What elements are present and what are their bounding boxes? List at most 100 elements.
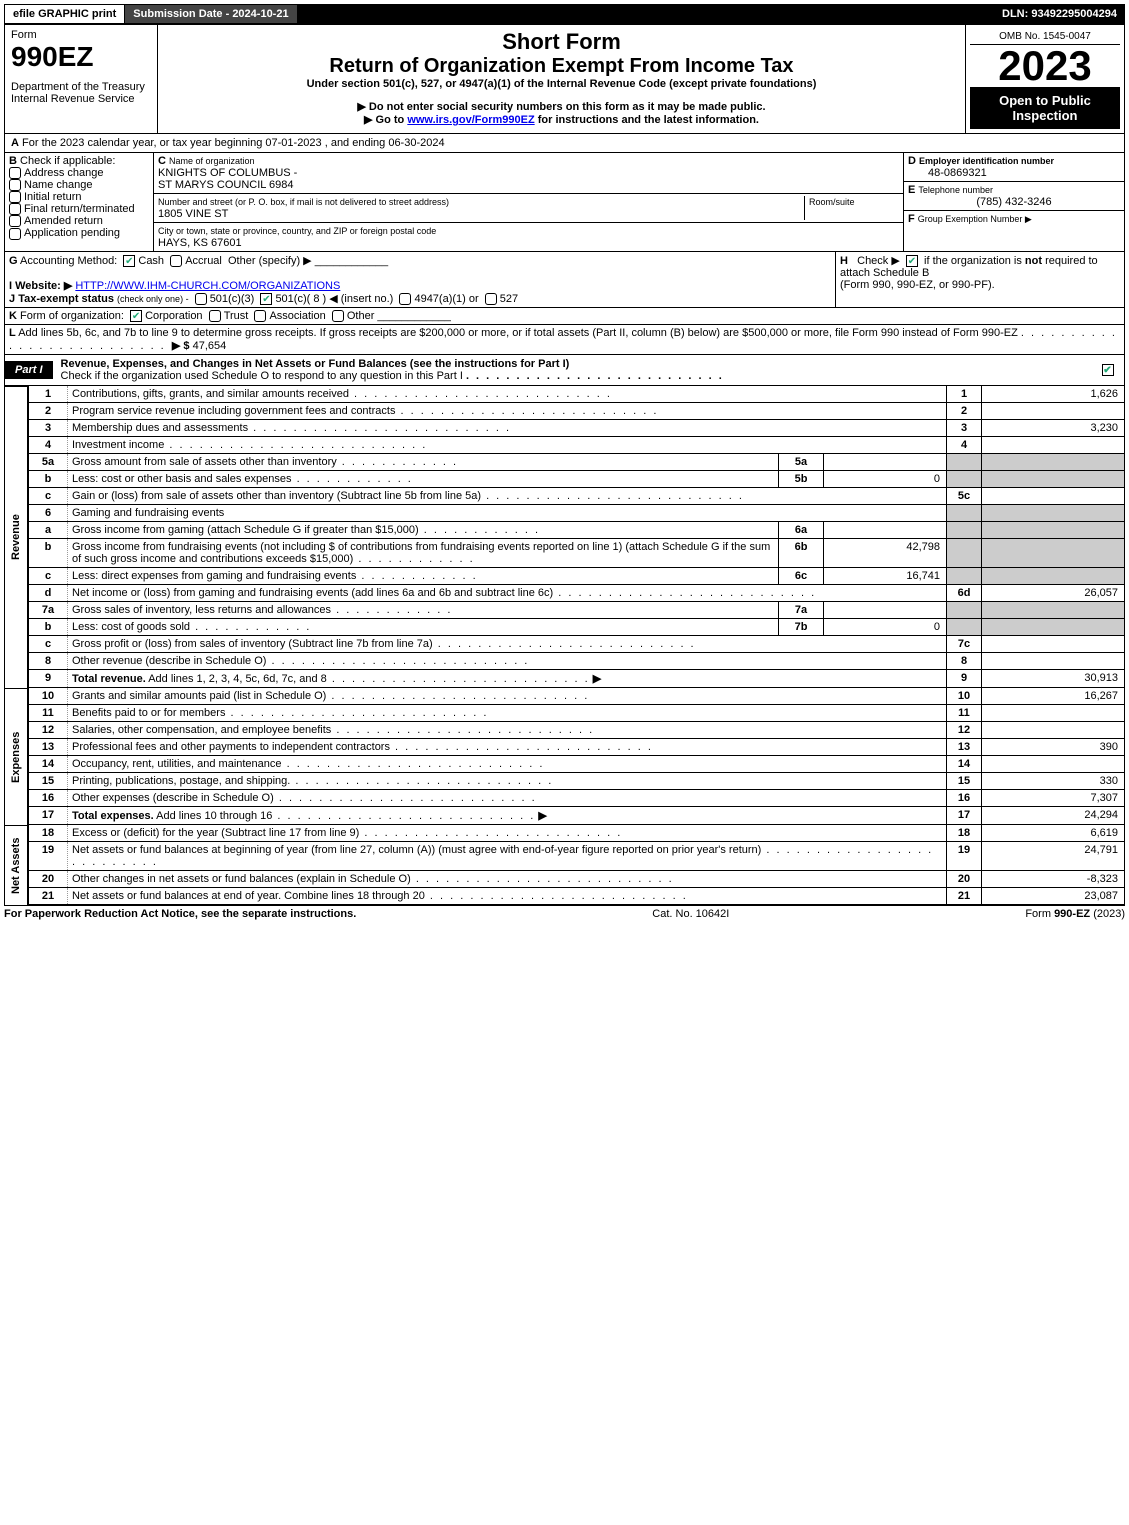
e-label: E xyxy=(908,184,915,196)
e-title: Telephone number xyxy=(918,185,993,195)
part1-title-text: Revenue, Expenses, and Changes in Net As… xyxy=(61,358,570,370)
result-value: 30,913 xyxy=(981,670,1124,687)
checkbox-name-change[interactable] xyxy=(9,179,21,191)
k-opt-1: Trust xyxy=(224,310,249,322)
line-description: Net assets or fund balances at end of ye… xyxy=(68,888,946,904)
checkbox-cash[interactable] xyxy=(123,255,135,267)
checkbox-initial-return[interactable] xyxy=(9,191,21,203)
line-description: Investment income xyxy=(68,437,946,453)
line-number: 14 xyxy=(29,756,68,772)
checkbox-501c[interactable] xyxy=(260,293,272,305)
j-opt-0: 501(c)(3) xyxy=(210,293,255,305)
irs-link[interactable]: www.irs.gov/Form990EZ xyxy=(407,114,534,126)
dots xyxy=(390,741,653,753)
checkbox-amended[interactable] xyxy=(9,215,21,227)
short-form-title: Short Form xyxy=(166,29,957,55)
j-opt-3: 527 xyxy=(500,293,518,305)
result-value xyxy=(981,705,1124,721)
checkbox-final-return[interactable] xyxy=(9,203,21,215)
dots xyxy=(272,810,535,822)
line-description: Program service revenue including govern… xyxy=(68,403,946,419)
top-bar: efile GRAPHIC print Submission Date - 20… xyxy=(4,4,1125,24)
line-number: 7a xyxy=(29,602,68,618)
sub-line-label: 6b xyxy=(778,539,823,567)
dots xyxy=(337,456,458,468)
dots xyxy=(411,873,674,885)
checkbox-trust[interactable] xyxy=(209,310,221,322)
line-row: cGross profit or (loss) from sales of in… xyxy=(28,636,1125,653)
open-public: Open to Public Inspection xyxy=(970,87,1120,129)
checkbox-accrual[interactable] xyxy=(170,255,182,267)
checkbox-other-org[interactable] xyxy=(332,310,344,322)
b-item-3: Final return/terminated xyxy=(24,203,135,215)
submission-date: Submission Date - 2024-10-21 xyxy=(125,5,296,23)
line-row: 7aGross sales of inventory, less returns… xyxy=(28,602,1125,619)
result-value: 23,087 xyxy=(981,888,1124,904)
dots xyxy=(433,638,696,650)
line-description: Gain or (loss) from sale of assets other… xyxy=(68,488,946,504)
result-box: 16 xyxy=(946,790,981,806)
org-name-2: ST MARYS COUNCIL 6984 xyxy=(158,179,294,191)
checkbox-corp[interactable] xyxy=(130,310,142,322)
checkbox-527[interactable] xyxy=(485,293,497,305)
line-number: 2 xyxy=(29,403,68,419)
result-box: 15 xyxy=(946,773,981,789)
line-row: 2Program service revenue including gover… xyxy=(28,403,1125,420)
l-text: Add lines 5b, 6c, and 7b to line 9 to de… xyxy=(18,327,1018,339)
goto-link[interactable]: ▶ Go to www.irs.gov/Form990EZ for instru… xyxy=(166,113,957,126)
result-value-shaded xyxy=(981,619,1124,635)
dots xyxy=(266,655,529,667)
checkbox-schedule-o[interactable] xyxy=(1102,364,1114,376)
d-label: D xyxy=(908,155,916,167)
result-box-shaded xyxy=(946,505,981,521)
line-row: bGross income from fundraising events (n… xyxy=(28,539,1125,568)
line-row: 12Salaries, other compensation, and empl… xyxy=(28,722,1125,739)
checkbox-address-change[interactable] xyxy=(9,167,21,179)
line-description: Gross income from gaming (attach Schedul… xyxy=(68,522,778,538)
dots xyxy=(327,673,590,685)
line-row: 18Excess or (deficit) for the year (Subt… xyxy=(28,825,1125,842)
website-link[interactable]: HTTP://WWW.IHM-CHURCH.COM/ORGANIZATIONS xyxy=(75,280,340,292)
footer-mid: Cat. No. 10642I xyxy=(652,908,729,920)
efile-label[interactable]: efile GRAPHIC print xyxy=(4,4,125,24)
netassets-label: Net Assets xyxy=(4,825,28,905)
expenses-section: Expenses 10Grants and similar amounts pa… xyxy=(4,688,1125,825)
g-title: Accounting Method: xyxy=(20,255,117,267)
result-value: 390 xyxy=(981,739,1124,755)
result-box: 2 xyxy=(946,403,981,419)
dots xyxy=(331,604,452,616)
f-title: Group Exemption Number ▶ xyxy=(918,214,1032,224)
form-number: 990EZ xyxy=(11,41,151,73)
checkbox-4947[interactable] xyxy=(399,293,411,305)
result-box: 20 xyxy=(946,871,981,887)
result-box: 14 xyxy=(946,756,981,772)
j-opt-2: 4947(a)(1) or xyxy=(414,293,478,305)
result-value-shaded xyxy=(981,522,1124,538)
g-accrual: Accrual xyxy=(185,255,222,267)
dots xyxy=(290,775,553,787)
line-number: 1 xyxy=(29,386,68,402)
line-description: Printing, publications, postage, and shi… xyxy=(68,773,946,789)
line-description: Grants and similar amounts paid (list in… xyxy=(68,688,946,704)
checkbox-pending[interactable] xyxy=(9,228,21,240)
org-name-1: KNIGHTS OF COLUMBUS - xyxy=(158,167,297,179)
section-g: G Accounting Method: Cash Accrual Other … xyxy=(5,252,836,307)
checkbox-501c3[interactable] xyxy=(195,293,207,305)
j-label: J xyxy=(9,293,15,305)
result-value: 24,294 xyxy=(981,807,1124,824)
header-right: OMB No. 1545-0047 2023 Open to Public In… xyxy=(965,25,1124,133)
line-row: 4Investment income4 xyxy=(28,437,1125,454)
sub-line-value xyxy=(823,602,946,618)
form-label: Form xyxy=(11,29,151,41)
sub-line-value: 0 xyxy=(823,619,946,635)
sub-line-label: 7b xyxy=(778,619,823,635)
i-title: Website: ▶ xyxy=(15,280,72,292)
section-b: B Check if applicable: Address change Na… xyxy=(5,153,154,251)
line-row: aGross income from gaming (attach Schedu… xyxy=(28,522,1125,539)
line-number: 8 xyxy=(29,653,68,669)
line-description: Other changes in net assets or fund bala… xyxy=(68,871,946,887)
checkbox-assoc[interactable] xyxy=(254,310,266,322)
result-box: 11 xyxy=(946,705,981,721)
checkbox-h[interactable] xyxy=(906,255,918,267)
sub-line-label: 5b xyxy=(778,471,823,487)
